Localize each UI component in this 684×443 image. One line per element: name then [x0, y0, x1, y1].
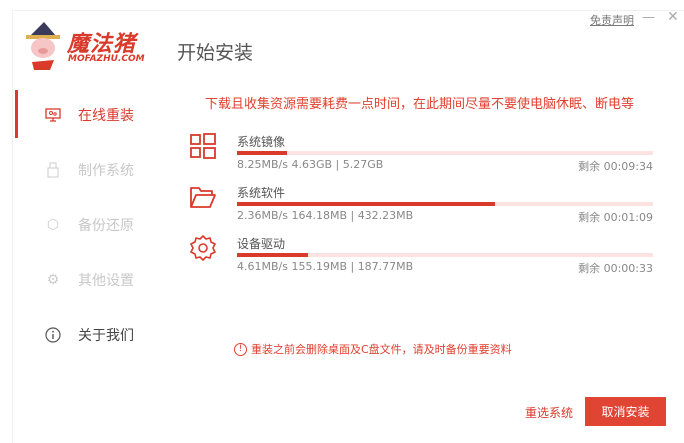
task-info: 8.25MB/s 4.63GB | 5.27GB: [237, 158, 384, 171]
progress-bar: [237, 151, 653, 155]
minimize-button[interactable]: —: [642, 10, 655, 25]
progress-fill: [237, 253, 308, 257]
windows-icon: [190, 133, 216, 159]
page-title: 开始安装: [177, 42, 254, 64]
warning-message: ! 重装之前会删除桌面及C盘文件，请及时备份重要资料: [234, 341, 512, 357]
progress-fill: [237, 202, 495, 206]
sidebar-item-label: 其他设置: [78, 273, 134, 289]
task-info: 4.61MB/s 155.19MB | 187.77MB: [237, 260, 414, 273]
task-name: 系统软件: [237, 186, 286, 200]
notice-text: 下载且收集资源需要耗费一点时间，在此期间尽量不要使电脑休眠、断电等: [205, 97, 635, 112]
reselect-system-button[interactable]: 重选系统: [525, 406, 574, 420]
close-button[interactable]: ✕: [667, 9, 679, 25]
sidebar-item-label: 备份还原: [78, 218, 134, 234]
disclaimer-link[interactable]: 免责声明: [590, 14, 634, 27]
task-remaining: 剩余 00:01:09: [578, 211, 653, 224]
logo-domain: MOFAZHU.COM: [68, 54, 145, 64]
task-device-drivers: 设备驱动 4.61MB/s 155.19MB | 187.77MB 剩余 00:…: [186, 235, 656, 285]
sidebar-item-label: 制作系统: [78, 163, 134, 179]
sidebar-item-label: 关于我们: [78, 328, 134, 344]
sidebar-item-label: 在线重装: [78, 108, 134, 124]
monitor-icon: [44, 106, 62, 124]
gear-icon: [190, 235, 216, 261]
sidebar-item-make-system[interactable]: 制作系统: [0, 145, 170, 195]
progress-fill: [237, 151, 287, 155]
task-system-image: 系统镜像 8.25MB/s 4.63GB | 5.27GB 剩余 00:09:3…: [186, 133, 656, 183]
sidebar-item-online-reinstall[interactable]: 在线重装: [0, 90, 170, 140]
task-remaining: 剩余 00:09:34: [578, 160, 653, 173]
active-indicator: [15, 90, 18, 138]
progress-bar: [237, 253, 653, 257]
cancel-install-button[interactable]: 取消安装: [585, 397, 666, 426]
sidebar-item-about-us[interactable]: 关于我们: [0, 310, 170, 360]
task-remaining: 剩余 00:00:33: [578, 262, 653, 275]
task-system-software: 系统软件 2.36MB/s 164.18MB | 432.23MB 剩余 00:…: [186, 184, 656, 234]
warning-icon: !: [234, 342, 247, 356]
warning-text: 重装之前会删除桌面及C盘文件，请及时备份重要资料: [251, 343, 512, 356]
pig-mascot-icon: [26, 22, 60, 70]
folder-icon: [190, 187, 216, 208]
logo-text: 魔法猪: [67, 32, 137, 57]
sidebar-item-backup-restore[interactable]: ⬡ 备份还原: [0, 200, 170, 250]
task-name: 设备驱动: [237, 237, 286, 251]
task-info: 2.36MB/s 164.18MB | 432.23MB: [237, 209, 414, 222]
progress-bar: [237, 202, 653, 206]
gear-icon: ⚙: [46, 272, 60, 288]
usb-icon: [44, 161, 62, 179]
backup-icon: ⬡: [46, 217, 60, 233]
task-name: 系统镜像: [237, 135, 286, 149]
sidebar-item-other-settings[interactable]: ⚙ 其他设置: [0, 255, 170, 305]
logo: 魔法猪 MOFAZHU.COM: [22, 22, 162, 70]
app-window: [12, 10, 684, 443]
info-icon: [44, 326, 62, 344]
